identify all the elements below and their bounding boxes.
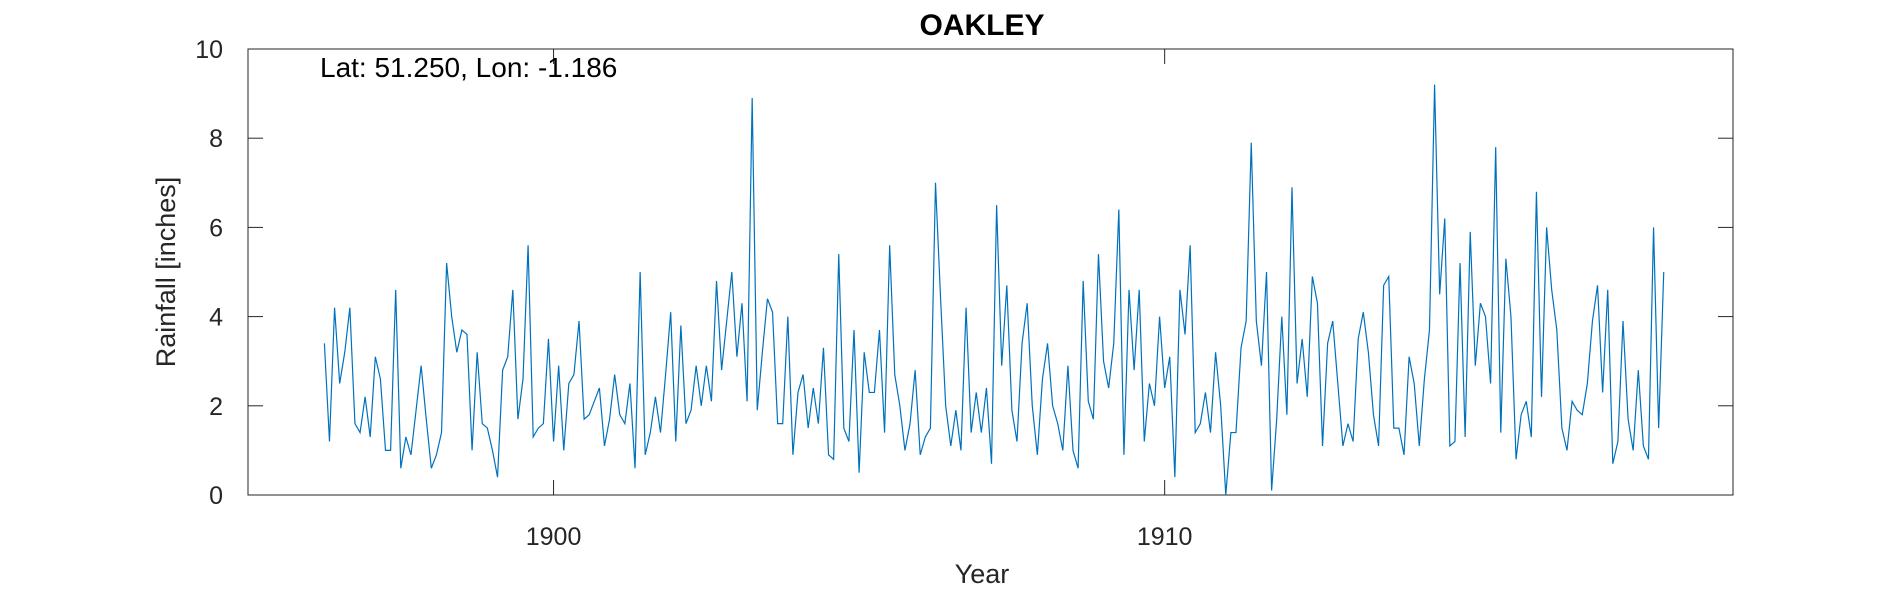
y-tick-label: 4 xyxy=(209,304,223,332)
y-tick-label: 6 xyxy=(209,214,223,242)
y-tick-label: 2 xyxy=(209,393,223,421)
x-axis-ticks: 1900 1910 xyxy=(526,49,1193,551)
x-axis-label: Year xyxy=(955,559,1010,589)
y-axis-label: Rainfall [inches] xyxy=(151,177,181,368)
plot-area-box xyxy=(247,48,1734,496)
y-tick-label: 10 xyxy=(195,36,223,64)
y-tick-label: 8 xyxy=(209,125,223,153)
x-tick-label: 1910 xyxy=(1137,523,1193,551)
y-tick-label: 0 xyxy=(209,482,223,510)
location-annotation: Lat: 51.250, Lon: -1.186 xyxy=(320,52,617,83)
rainfall-series-line xyxy=(323,84,1665,496)
x-tick-label: 1900 xyxy=(526,523,582,551)
chart-title: OAKLEY xyxy=(919,9,1044,42)
y-axis-ticks: 0 2 4 6 8 10 xyxy=(195,36,1733,510)
